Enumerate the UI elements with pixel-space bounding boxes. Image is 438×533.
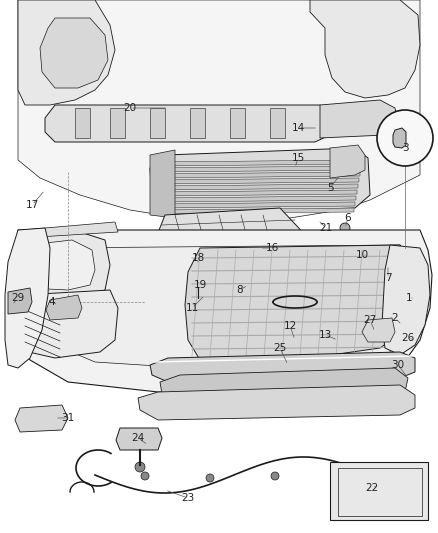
Circle shape xyxy=(63,173,73,183)
Polygon shape xyxy=(159,184,358,190)
Circle shape xyxy=(286,161,294,169)
Polygon shape xyxy=(18,0,420,220)
Text: 22: 22 xyxy=(365,483,378,493)
Polygon shape xyxy=(270,108,285,138)
Circle shape xyxy=(377,110,433,166)
Text: 3: 3 xyxy=(402,143,408,153)
Text: 14: 14 xyxy=(291,123,304,133)
Text: 1: 1 xyxy=(406,293,412,303)
Polygon shape xyxy=(152,208,310,275)
Ellipse shape xyxy=(391,309,419,327)
Polygon shape xyxy=(190,108,205,138)
Text: 30: 30 xyxy=(392,360,405,370)
Polygon shape xyxy=(330,145,365,178)
Circle shape xyxy=(337,505,347,515)
Circle shape xyxy=(340,223,350,233)
Text: 5: 5 xyxy=(327,183,333,193)
Circle shape xyxy=(141,472,149,480)
Text: 29: 29 xyxy=(11,293,25,303)
Polygon shape xyxy=(393,128,406,148)
Text: 13: 13 xyxy=(318,330,332,340)
Polygon shape xyxy=(22,222,118,238)
Text: 4: 4 xyxy=(49,297,55,307)
Polygon shape xyxy=(330,462,428,520)
Text: 27: 27 xyxy=(364,315,377,325)
Circle shape xyxy=(62,40,82,60)
Ellipse shape xyxy=(127,432,152,446)
Polygon shape xyxy=(150,352,415,382)
Polygon shape xyxy=(310,0,420,98)
Text: 8: 8 xyxy=(237,285,244,295)
Text: 10: 10 xyxy=(356,250,368,260)
Polygon shape xyxy=(382,245,430,355)
Polygon shape xyxy=(8,230,432,392)
Circle shape xyxy=(306,114,314,122)
Polygon shape xyxy=(5,228,50,368)
Polygon shape xyxy=(116,428,162,450)
Polygon shape xyxy=(8,288,32,314)
Text: 19: 19 xyxy=(193,280,207,290)
Circle shape xyxy=(54,32,90,68)
Circle shape xyxy=(135,462,145,472)
Circle shape xyxy=(277,284,313,320)
Polygon shape xyxy=(18,0,115,105)
Polygon shape xyxy=(8,290,118,358)
Polygon shape xyxy=(160,190,357,196)
Polygon shape xyxy=(156,166,361,172)
Text: 20: 20 xyxy=(124,103,137,113)
Polygon shape xyxy=(320,100,398,138)
Polygon shape xyxy=(45,105,330,142)
Polygon shape xyxy=(161,196,356,202)
Text: 7: 7 xyxy=(385,273,391,283)
Circle shape xyxy=(206,474,214,482)
Text: 18: 18 xyxy=(191,253,205,263)
Text: 6: 6 xyxy=(345,213,351,223)
Polygon shape xyxy=(362,318,395,342)
Polygon shape xyxy=(15,405,68,432)
Polygon shape xyxy=(160,368,408,402)
Text: 26: 26 xyxy=(401,333,415,343)
Polygon shape xyxy=(40,18,108,88)
Text: 25: 25 xyxy=(273,343,286,353)
Circle shape xyxy=(336,111,344,119)
Polygon shape xyxy=(185,245,418,360)
Polygon shape xyxy=(230,108,245,138)
Polygon shape xyxy=(157,172,360,178)
Circle shape xyxy=(193,257,203,267)
Circle shape xyxy=(352,27,388,63)
Circle shape xyxy=(286,118,294,126)
Text: 17: 17 xyxy=(25,200,39,210)
Polygon shape xyxy=(150,150,175,218)
Text: 21: 21 xyxy=(319,223,332,233)
Text: 16: 16 xyxy=(265,243,279,253)
Polygon shape xyxy=(158,178,359,184)
Polygon shape xyxy=(30,245,418,370)
Circle shape xyxy=(411,505,421,515)
Polygon shape xyxy=(162,202,355,208)
Polygon shape xyxy=(12,232,110,298)
Circle shape xyxy=(194,278,202,286)
Text: 31: 31 xyxy=(61,413,74,423)
Circle shape xyxy=(271,472,279,480)
Polygon shape xyxy=(150,108,165,138)
Polygon shape xyxy=(155,160,362,166)
Text: 23: 23 xyxy=(181,493,194,503)
Text: 15: 15 xyxy=(291,153,304,163)
Text: 11: 11 xyxy=(185,303,198,313)
Polygon shape xyxy=(138,385,415,420)
Circle shape xyxy=(337,467,347,477)
Circle shape xyxy=(360,35,380,55)
Text: 24: 24 xyxy=(131,433,145,443)
Polygon shape xyxy=(75,108,90,138)
Polygon shape xyxy=(46,295,82,320)
Circle shape xyxy=(411,467,421,477)
Polygon shape xyxy=(110,108,125,138)
Polygon shape xyxy=(18,240,95,290)
Polygon shape xyxy=(150,148,370,215)
Ellipse shape xyxy=(39,311,85,339)
Text: 2: 2 xyxy=(392,313,398,323)
Text: 12: 12 xyxy=(283,321,297,331)
Polygon shape xyxy=(163,208,354,214)
